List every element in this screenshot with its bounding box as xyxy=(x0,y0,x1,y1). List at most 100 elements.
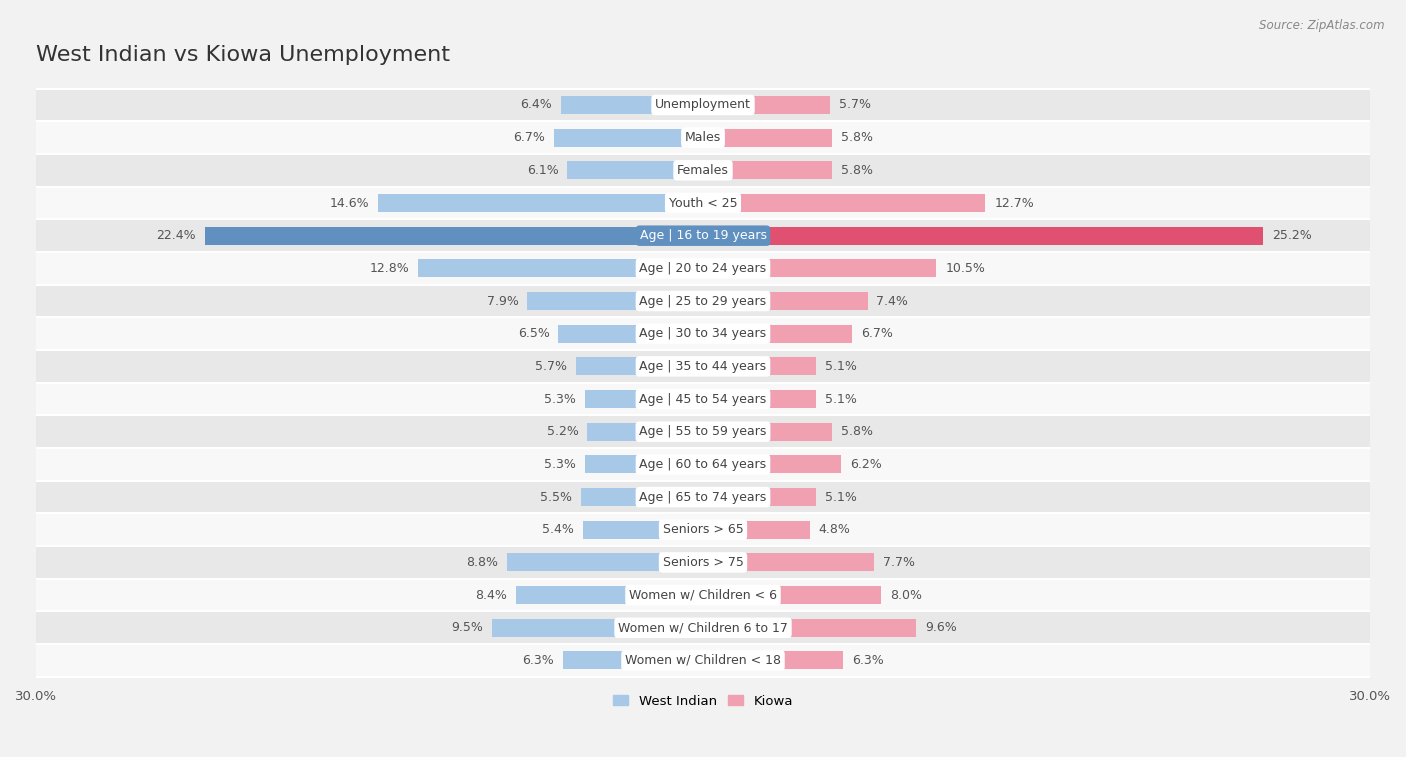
Text: 5.8%: 5.8% xyxy=(841,164,873,177)
Text: 14.6%: 14.6% xyxy=(330,197,370,210)
Text: Unemployment: Unemployment xyxy=(655,98,751,111)
Text: 6.2%: 6.2% xyxy=(849,458,882,471)
Text: 5.8%: 5.8% xyxy=(841,131,873,144)
Bar xyxy=(703,488,817,506)
Bar xyxy=(561,96,703,114)
Bar xyxy=(588,422,703,441)
FancyBboxPatch shape xyxy=(37,220,1369,252)
Text: Age | 35 to 44 years: Age | 35 to 44 years xyxy=(640,360,766,373)
Text: Age | 65 to 74 years: Age | 65 to 74 years xyxy=(640,491,766,503)
Text: 25.2%: 25.2% xyxy=(1272,229,1312,242)
Bar xyxy=(378,194,703,212)
Text: 5.2%: 5.2% xyxy=(547,425,578,438)
Text: 7.4%: 7.4% xyxy=(876,294,908,307)
Bar xyxy=(703,553,875,572)
Text: 6.7%: 6.7% xyxy=(513,131,546,144)
Bar xyxy=(516,586,703,604)
Bar xyxy=(703,586,882,604)
Text: Seniors > 75: Seniors > 75 xyxy=(662,556,744,569)
Bar xyxy=(205,226,703,245)
Bar xyxy=(703,618,917,637)
Text: 6.3%: 6.3% xyxy=(852,654,884,667)
Text: 5.3%: 5.3% xyxy=(544,393,576,406)
FancyBboxPatch shape xyxy=(37,350,1369,383)
Text: Age | 25 to 29 years: Age | 25 to 29 years xyxy=(640,294,766,307)
Bar xyxy=(492,618,703,637)
Bar xyxy=(585,456,703,473)
Text: 5.8%: 5.8% xyxy=(841,425,873,438)
Text: 5.3%: 5.3% xyxy=(544,458,576,471)
Bar xyxy=(568,161,703,179)
Bar xyxy=(576,357,703,375)
Text: 8.0%: 8.0% xyxy=(890,589,922,602)
Bar xyxy=(554,129,703,147)
Text: 12.7%: 12.7% xyxy=(994,197,1033,210)
Text: Age | 45 to 54 years: Age | 45 to 54 years xyxy=(640,393,766,406)
Text: 6.1%: 6.1% xyxy=(527,164,558,177)
Text: Women w/ Children 6 to 17: Women w/ Children 6 to 17 xyxy=(619,621,787,634)
Bar xyxy=(703,96,830,114)
Text: Males: Males xyxy=(685,131,721,144)
Text: 22.4%: 22.4% xyxy=(156,229,195,242)
Text: 8.8%: 8.8% xyxy=(467,556,499,569)
Bar xyxy=(703,390,817,408)
Bar xyxy=(703,652,844,669)
Text: 4.8%: 4.8% xyxy=(818,523,851,536)
FancyBboxPatch shape xyxy=(37,481,1369,513)
Text: 5.1%: 5.1% xyxy=(825,491,858,503)
FancyBboxPatch shape xyxy=(37,252,1369,285)
FancyBboxPatch shape xyxy=(37,416,1369,448)
Bar xyxy=(558,325,703,343)
Text: Females: Females xyxy=(678,164,728,177)
Text: 6.7%: 6.7% xyxy=(860,327,893,340)
Text: 5.7%: 5.7% xyxy=(838,98,870,111)
Bar xyxy=(703,325,852,343)
Bar xyxy=(419,260,703,277)
FancyBboxPatch shape xyxy=(37,612,1369,644)
Text: Age | 60 to 64 years: Age | 60 to 64 years xyxy=(640,458,766,471)
Text: 10.5%: 10.5% xyxy=(945,262,986,275)
Bar xyxy=(703,161,832,179)
Text: 5.7%: 5.7% xyxy=(536,360,568,373)
Text: 5.5%: 5.5% xyxy=(540,491,572,503)
Bar xyxy=(703,194,986,212)
FancyBboxPatch shape xyxy=(37,546,1369,579)
FancyBboxPatch shape xyxy=(37,154,1369,187)
Text: Age | 30 to 34 years: Age | 30 to 34 years xyxy=(640,327,766,340)
Text: 9.6%: 9.6% xyxy=(925,621,957,634)
FancyBboxPatch shape xyxy=(37,285,1369,317)
Legend: West Indian, Kiowa: West Indian, Kiowa xyxy=(607,689,799,713)
Text: 6.5%: 6.5% xyxy=(517,327,550,340)
Bar xyxy=(585,390,703,408)
Bar xyxy=(527,292,703,310)
Text: Seniors > 65: Seniors > 65 xyxy=(662,523,744,536)
Text: 12.8%: 12.8% xyxy=(370,262,409,275)
Text: Youth < 25: Youth < 25 xyxy=(669,197,737,210)
Text: 9.5%: 9.5% xyxy=(451,621,482,634)
Bar xyxy=(583,521,703,539)
Text: Age | 16 to 19 years: Age | 16 to 19 years xyxy=(640,229,766,242)
Text: Source: ZipAtlas.com: Source: ZipAtlas.com xyxy=(1260,19,1385,32)
Text: Women w/ Children < 18: Women w/ Children < 18 xyxy=(626,654,780,667)
Text: 7.9%: 7.9% xyxy=(486,294,519,307)
FancyBboxPatch shape xyxy=(37,187,1369,220)
Bar xyxy=(703,226,1263,245)
FancyBboxPatch shape xyxy=(37,448,1369,481)
Text: Age | 20 to 24 years: Age | 20 to 24 years xyxy=(640,262,766,275)
Bar xyxy=(703,521,810,539)
Text: Women w/ Children < 6: Women w/ Children < 6 xyxy=(628,589,778,602)
Text: 8.4%: 8.4% xyxy=(475,589,508,602)
FancyBboxPatch shape xyxy=(37,383,1369,416)
Text: 7.7%: 7.7% xyxy=(883,556,915,569)
Bar xyxy=(703,292,868,310)
FancyBboxPatch shape xyxy=(37,644,1369,677)
FancyBboxPatch shape xyxy=(37,317,1369,350)
Text: 6.4%: 6.4% xyxy=(520,98,551,111)
Bar xyxy=(703,357,817,375)
Bar xyxy=(703,422,832,441)
Text: 6.3%: 6.3% xyxy=(522,654,554,667)
Bar xyxy=(703,456,841,473)
Text: 5.1%: 5.1% xyxy=(825,393,858,406)
FancyBboxPatch shape xyxy=(37,513,1369,546)
Bar xyxy=(508,553,703,572)
